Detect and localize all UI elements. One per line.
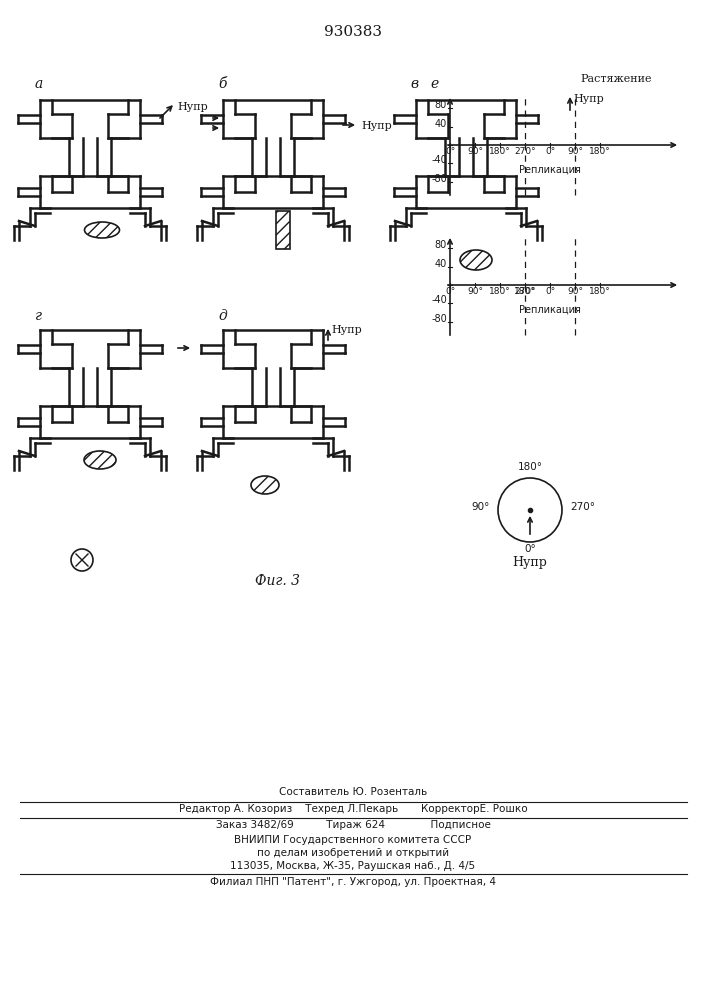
Text: Нупр: Нупр — [361, 121, 392, 131]
Text: 90°: 90° — [567, 287, 583, 296]
Text: 90°: 90° — [467, 287, 483, 296]
Text: -80: -80 — [431, 314, 447, 324]
Ellipse shape — [84, 451, 116, 469]
Text: 90°: 90° — [472, 502, 490, 512]
Text: 113035, Москва, Ж-35, Раушская наб., Д. 4/5: 113035, Москва, Ж-35, Раушская наб., Д. … — [230, 861, 476, 871]
Text: Нупр: Нупр — [573, 94, 604, 104]
Text: 80: 80 — [435, 100, 447, 110]
Bar — [276, 211, 290, 249]
Text: 180°: 180° — [514, 287, 536, 296]
Text: б: б — [218, 77, 226, 91]
Text: 180°: 180° — [589, 147, 611, 156]
Text: Репликация: Репликация — [519, 165, 581, 175]
Text: 80: 80 — [435, 240, 447, 250]
Text: 180°: 180° — [489, 147, 511, 156]
Text: ВНИИПИ Государственного комитета СССР: ВНИИПИ Государственного комитета СССР — [235, 835, 472, 845]
Text: Нупр: Нупр — [513, 556, 547, 569]
Text: 0°: 0° — [445, 147, 455, 156]
Text: 0°: 0° — [524, 544, 536, 554]
Text: 270°: 270° — [514, 287, 536, 296]
Text: Редактор А. Козориз    Техред Л.Пекарь       КорректорЕ. Рошко: Редактор А. Козориз Техред Л.Пекарь Корр… — [179, 804, 527, 814]
Text: Репликация: Репликация — [519, 305, 581, 315]
Text: -80: -80 — [431, 174, 447, 184]
Text: 0°: 0° — [545, 287, 555, 296]
Text: 40: 40 — [435, 119, 447, 129]
Text: 0°: 0° — [545, 147, 555, 156]
Text: Растяжение: Растяжение — [580, 74, 651, 84]
Text: Филиал ПНП "Патент", г. Ужгород, ул. Проектная, 4: Филиал ПНП "Патент", г. Ужгород, ул. Про… — [210, 877, 496, 887]
Text: г: г — [35, 309, 42, 323]
Text: 90°: 90° — [467, 147, 483, 156]
Text: е: е — [430, 77, 438, 91]
Text: 90°: 90° — [567, 147, 583, 156]
Text: 270°: 270° — [570, 502, 595, 512]
Text: 270°: 270° — [514, 147, 536, 156]
Text: 0°: 0° — [445, 287, 455, 296]
Text: 180°: 180° — [589, 287, 611, 296]
Text: -40: -40 — [431, 155, 447, 165]
Text: Нупр: Нупр — [177, 102, 208, 112]
Text: 40: 40 — [435, 259, 447, 269]
Text: Заказ 3482/69          Тираж 624              Подписное: Заказ 3482/69 Тираж 624 Подписное — [216, 820, 491, 830]
Text: по делам изобретений и открытий: по делам изобретений и открытий — [257, 848, 449, 858]
Text: Фиг. 3: Фиг. 3 — [255, 574, 300, 588]
Text: в: в — [410, 77, 418, 91]
Text: д: д — [218, 309, 227, 323]
Text: -40: -40 — [431, 295, 447, 305]
Ellipse shape — [85, 222, 119, 238]
Ellipse shape — [460, 250, 492, 270]
Ellipse shape — [251, 476, 279, 494]
Text: Составитель Ю. Розенталь: Составитель Ю. Розенталь — [279, 787, 427, 797]
Text: 180°: 180° — [489, 287, 511, 296]
Text: 180°: 180° — [518, 462, 542, 472]
Text: а: а — [35, 77, 43, 91]
Text: Нупр: Нупр — [331, 325, 362, 335]
Text: 930383: 930383 — [324, 25, 382, 39]
